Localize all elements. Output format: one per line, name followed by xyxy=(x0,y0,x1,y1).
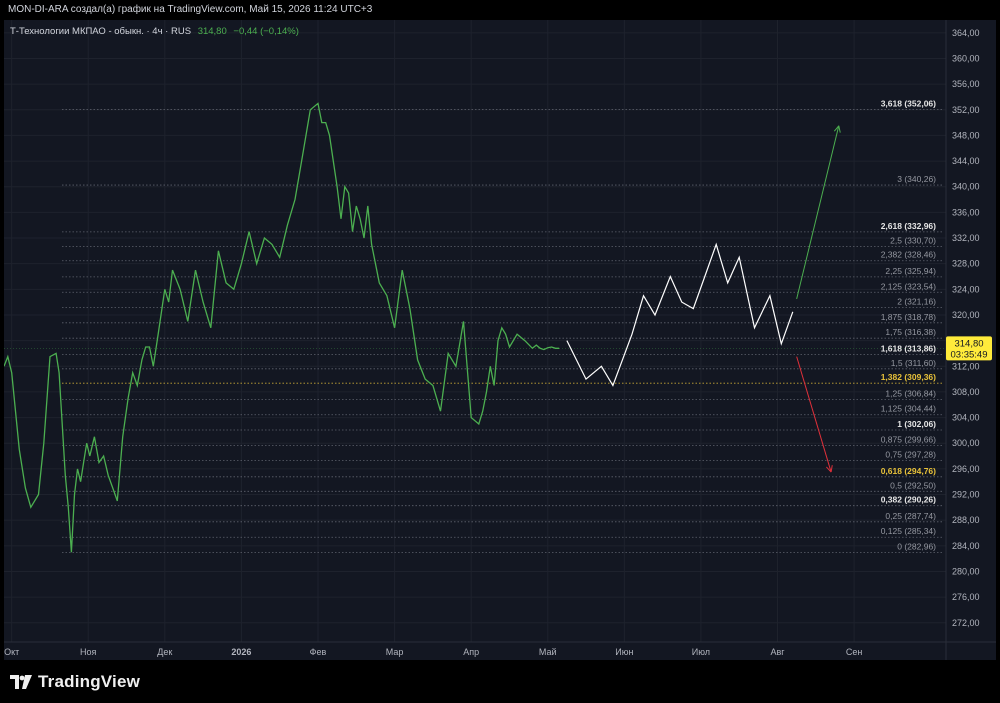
instrument-title[interactable]: Т-Технологии МКПАО - обыкн. · 4ч · RUS xyxy=(10,26,191,37)
fib-level-label: 2,5 (330,70) xyxy=(890,235,936,245)
last-price-value: 314,80 xyxy=(954,338,983,349)
tradingview-brand: TradingView xyxy=(38,672,141,691)
chart-panel[interactable]: 3,618 (352,06) 3 (340,26) 2,618 (332,96) 2,… xyxy=(4,20,996,660)
price-tick-label: 296,00 xyxy=(952,464,980,474)
price-tick-label: 284,00 xyxy=(952,541,980,551)
price-tick-label: 324,00 xyxy=(952,284,980,294)
fib-level-label: 0,75 (297,28) xyxy=(885,450,936,460)
last-price-badge: 314,80 03:35:49 xyxy=(946,336,992,361)
fib-level-label: 0,382 (290,26) xyxy=(881,495,936,505)
tradingview-logo[interactable]: TradingView xyxy=(10,672,140,692)
price-tick-label: 340,00 xyxy=(952,182,980,192)
price-tick-label: 300,00 xyxy=(952,438,980,448)
fib-level-label: 1,75 (316,38) xyxy=(885,327,936,337)
fib-level-label: 2,125 (323,54) xyxy=(881,281,936,291)
fib-level-label: 1,382 (309,36) xyxy=(881,372,936,382)
fib-level-label: 0 (282,96) xyxy=(897,541,936,551)
time-axis[interactable]: Окт Ноя Дек 2026 Фев Мар Апр Май Июн Июл Авг Сен xyxy=(4,647,862,657)
price-tick-label: 352,00 xyxy=(952,105,980,115)
fib-level-label: 1,618 (313,86) xyxy=(881,343,936,353)
forecast-arrow-up[interactable] xyxy=(796,125,840,300)
time-tick-label: Мар xyxy=(386,647,404,657)
price-tick-label: 320,00 xyxy=(952,310,980,320)
fib-level-label: 3,618 (352,06) xyxy=(881,98,936,108)
chart-caption: MON-DI-ARA создал(а) график на TradingVi… xyxy=(8,4,373,15)
fib-level-label: 0,5 (292,50) xyxy=(890,480,936,490)
fib-level-label: 0,618 (294,76) xyxy=(881,466,936,476)
fib-level-label: 2,618 (332,96) xyxy=(881,221,936,231)
time-tick-label: Фев xyxy=(310,647,327,657)
fib-level-label: 2,25 (325,94) xyxy=(885,266,936,276)
forecast-arrows[interactable] xyxy=(796,125,841,473)
price-tick-label: 360,00 xyxy=(952,53,980,63)
price-change-legend: −0,44 (−0,14%) xyxy=(233,26,299,37)
tradingview-logo-icon xyxy=(10,675,32,689)
price-chart[interactable]: 3,618 (352,06) 3 (340,26) 2,618 (332,96) 2,… xyxy=(4,20,996,660)
fib-level-label: 0,25 (287,74) xyxy=(885,511,936,521)
price-series-line xyxy=(4,102,560,553)
forecast-arrow-down[interactable] xyxy=(796,356,832,473)
grid xyxy=(4,20,996,660)
price-tick-label: 364,00 xyxy=(952,28,980,38)
price-tick-label: 336,00 xyxy=(952,207,980,217)
arrow-head xyxy=(826,466,832,473)
price-tick-label: 304,00 xyxy=(952,413,980,423)
fib-level-label: 1 (302,06) xyxy=(897,419,936,429)
arrow-head xyxy=(830,465,833,473)
fib-level-label: 2,382 (328,46) xyxy=(881,250,936,260)
time-tick-label: 2026 xyxy=(231,647,251,657)
time-tick-label: Июл xyxy=(692,647,710,657)
price-tick-label: 312,00 xyxy=(952,361,980,371)
time-tick-label: Ноя xyxy=(80,647,97,657)
time-tick-label: Апр xyxy=(463,647,479,657)
footer: TradingView xyxy=(0,660,1000,703)
projection-path[interactable] xyxy=(566,242,794,387)
fib-level-label: 0,875 (299,66) xyxy=(881,434,936,444)
price-tick-label: 288,00 xyxy=(952,515,980,525)
fib-level-label: 2 (321,16) xyxy=(897,297,936,307)
price-tick-label: 292,00 xyxy=(952,490,980,500)
svg-text:Т-Технологии МКПАО - обыкн. ·: Т-Технологии МКПАО - обыкн. · 4ч · RUS 3… xyxy=(10,26,299,37)
arrow-head xyxy=(833,125,840,132)
fib-level-label: 3 (340,26) xyxy=(897,174,936,184)
price-tick-label: 348,00 xyxy=(952,130,980,140)
price-tick-label: 272,00 xyxy=(952,618,980,628)
price-tick-label: 308,00 xyxy=(952,387,980,397)
time-tick-label: Авг xyxy=(770,647,785,657)
fib-level-label: 1,125 (304,44) xyxy=(881,404,936,414)
fib-level-label: 1,875 (318,78) xyxy=(881,312,936,322)
price-tick-label: 328,00 xyxy=(952,259,980,269)
arrow-head xyxy=(838,125,841,133)
fib-level-label: 1,5 (311,60) xyxy=(891,358,936,368)
time-tick-label: Дек xyxy=(157,647,172,657)
time-tick-label: Май xyxy=(539,647,557,657)
bar-countdown: 03:35:49 xyxy=(951,349,988,360)
last-price-badge-bg xyxy=(946,336,992,361)
fib-level-label: 1,25 (306,84) xyxy=(885,388,936,398)
price-tick-label: 344,00 xyxy=(952,156,980,166)
price-tick-label: 356,00 xyxy=(952,79,980,89)
price-tick-label: 332,00 xyxy=(952,233,980,243)
price-tick-label: 276,00 xyxy=(952,592,980,602)
fib-level-label: 0,125 (285,34) xyxy=(881,526,936,536)
last-price-legend: 314,80 xyxy=(198,26,227,37)
time-tick-label: Сен xyxy=(846,647,863,657)
time-tick-label: Окт xyxy=(4,647,19,657)
price-tick-label: 280,00 xyxy=(952,566,980,576)
fib-extension[interactable]: 3,618 (352,06) 3 (340,26) 2,618 (332,96) 2,… xyxy=(62,98,944,553)
time-tick-label: Июн xyxy=(615,647,633,657)
price-axis[interactable]: 364,00 360,00 356,00 352,00 348,00 344,00 340,… xyxy=(952,28,980,628)
